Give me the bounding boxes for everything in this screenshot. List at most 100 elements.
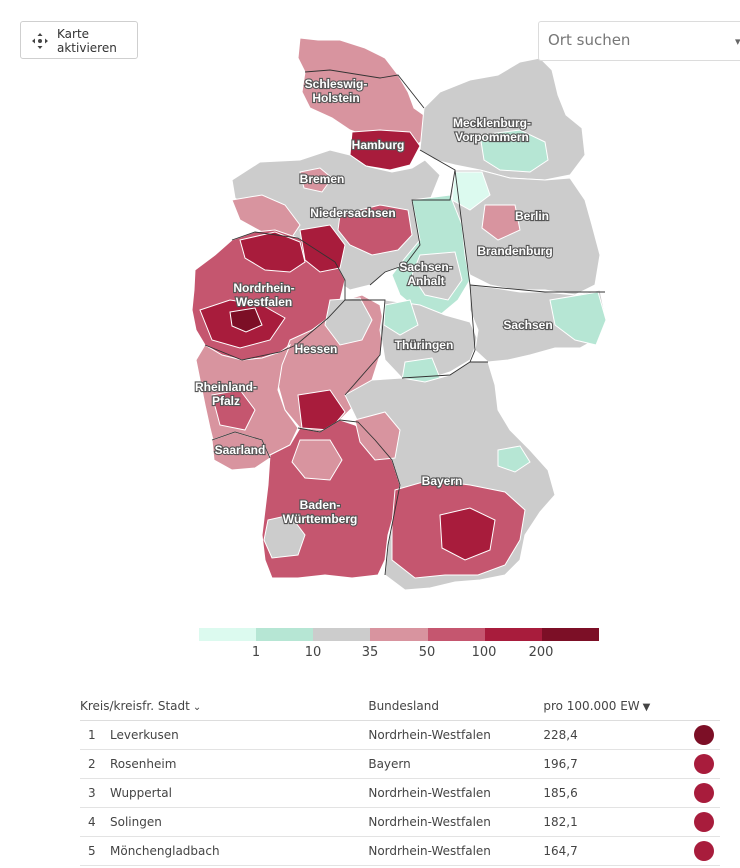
legend-label: 35 [361, 645, 379, 660]
region-nrw-top[interactable] [229, 307, 263, 333]
label-saarland: Saarland [215, 443, 266, 457]
incidence-dot [694, 754, 714, 774]
ranking-table: Kreis/kreisfr. Stadt ⌄ Bundesland pro 100… [80, 692, 720, 866]
legend-label: 100 [471, 645, 497, 660]
legend-swatch [484, 628, 542, 641]
region-mv-low[interactable] [479, 129, 549, 173]
incidence-dot [694, 783, 714, 803]
legend-swatch [427, 628, 485, 641]
region-th-low[interactable] [383, 299, 419, 336]
row-bundesland: Bayern [368, 749, 544, 779]
legend-label: 1 [251, 645, 261, 660]
region-bb-low[interactable] [451, 171, 491, 211]
region-bb-pink[interactable] [481, 204, 521, 241]
label-hamburg: Hamburg [352, 138, 405, 152]
row-rank: 2 [80, 749, 110, 779]
label-thueringen: Thüringen [395, 338, 454, 352]
row-color-cell [693, 807, 720, 837]
incidence-dot [694, 812, 714, 832]
label-sachsen-anhalt-2: Anhalt [407, 274, 444, 288]
table-row[interactable]: 2 Rosenheim Bayern 196,7 [80, 749, 720, 779]
column-header-kreis[interactable]: Kreis/kreisfr. Stadt ⌄ [80, 692, 369, 721]
label-baden-wuerttemberg: Baden- [300, 498, 341, 512]
column-header-value[interactable]: pro 100.000 EW ▼ [543, 692, 694, 721]
row-value: 164,7 [543, 836, 694, 866]
region-rp-high[interactable] [211, 389, 256, 431]
chevron-down-icon[interactable]: ⌄ [192, 702, 202, 713]
row-kreis: Solingen [110, 807, 369, 837]
row-rank: 4 [80, 807, 110, 837]
region-by-high[interactable] [439, 507, 496, 561]
label-rheinland-pfalz-2: Pfalz [212, 394, 240, 408]
label-sachsen: Sachsen [503, 318, 552, 332]
row-color-cell [693, 778, 720, 808]
row-value: 185,6 [543, 778, 694, 808]
row-rank: 1 [80, 720, 110, 750]
legend-label: 50 [418, 645, 436, 660]
row-kreis: Leverkusen [110, 720, 369, 750]
chevron-down-icon[interactable]: ▾ [735, 35, 740, 48]
activate-map-button[interactable]: Karte aktivieren [20, 21, 138, 59]
place-search-box[interactable]: ▾ [538, 21, 740, 61]
place-search-input[interactable] [548, 31, 728, 49]
label-nordrhein-westfalen: Nordrhein- [233, 281, 294, 295]
legend-label: 200 [528, 645, 554, 660]
chevron-down-icon[interactable]: ▼ [642, 702, 651, 713]
table-row[interactable]: 3 Wuppertal Nordrhein-Westfalen 185,6 [80, 778, 720, 808]
row-kreis: Wuppertal [110, 778, 369, 808]
column-header-bundesland[interactable]: Bundesland [368, 692, 544, 721]
label-berlin: Berlin [515, 209, 549, 223]
incidence-dot [694, 841, 714, 861]
table-row[interactable]: 4 Solingen Nordrhein-Westfalen 182,1 [80, 807, 720, 837]
label-mecklenburg-vorpommern-2: Vorpommern [455, 130, 529, 144]
row-kreis: Rosenheim [110, 749, 369, 779]
activate-map-label: Karte aktivieren [57, 27, 117, 55]
incidence-dot [694, 725, 714, 745]
region-nrw-high1[interactable] [239, 231, 306, 273]
label-schleswig-holstein: Schleswig- [305, 77, 368, 91]
state-borders [204, 69, 605, 576]
row-rank: 3 [80, 778, 110, 808]
region-by-north[interactable] [354, 411, 401, 461]
table-row[interactable]: 1 Leverkusen Nordrhein-Westfalen 228,4 [80, 720, 720, 750]
row-value: 182,1 [543, 807, 694, 837]
legend-label: 10 [304, 645, 322, 660]
label-hessen: Hessen [295, 342, 338, 356]
legend-swatch [256, 628, 314, 641]
row-color-cell [693, 836, 720, 866]
legend-swatch [313, 628, 371, 641]
region-he-gray[interactable] [324, 297, 373, 346]
label-sachsen-anhalt: Sachsen- [399, 260, 452, 274]
label-rheinland-pfalz: Rheinland- [195, 380, 257, 394]
row-rank: 5 [80, 836, 110, 866]
label-niedersachsen: Niedersachsen [310, 206, 395, 220]
row-bundesland: Nordrhein-Westfalen [368, 720, 544, 750]
legend-swatch [199, 628, 257, 641]
state-bremen[interactable] [299, 167, 333, 193]
row-value: 196,7 [543, 749, 694, 779]
label-nordrhein-westfalen-2: Westfalen [236, 295, 292, 309]
table-row[interactable]: 5 Mönchengladbach Nordrhein-Westfalen 16… [80, 836, 720, 866]
row-color-cell [693, 720, 720, 750]
legend-swatch [370, 628, 428, 641]
row-kreis: Mönchengladbach [110, 836, 369, 866]
label-baden-wuerttemberg-2: Württemberg [283, 512, 358, 526]
region-bw-gray[interactable] [263, 514, 306, 559]
row-color-cell [693, 749, 720, 779]
row-bundesland: Nordrhein-Westfalen [368, 778, 544, 808]
region-bw-light[interactable] [291, 439, 343, 481]
region-by-east-low[interactable] [497, 445, 531, 473]
row-value: 228,4 [543, 720, 694, 750]
table-header-row: Kreis/kreisfr. Stadt ⌄ Bundesland pro 100… [80, 692, 720, 721]
germany-map[interactable]: Schleswig- Holstein Mecklenburg- Vorpomm… [0, 0, 740, 620]
column-header-color [693, 692, 720, 721]
region-sa-gray[interactable] [411, 251, 463, 301]
region-ns-west[interactable] [231, 194, 301, 241]
row-bundesland: Nordrhein-Westfalen [368, 836, 544, 866]
color-legend [199, 628, 599, 642]
region-ns-mid[interactable] [337, 204, 413, 256]
row-bundesland: Nordrhein-Westfalen [368, 807, 544, 837]
label-brandenburg: Brandenburg [477, 244, 552, 258]
region-nrw-high2[interactable] [299, 224, 346, 273]
label-bayern: Bayern [422, 474, 463, 488]
